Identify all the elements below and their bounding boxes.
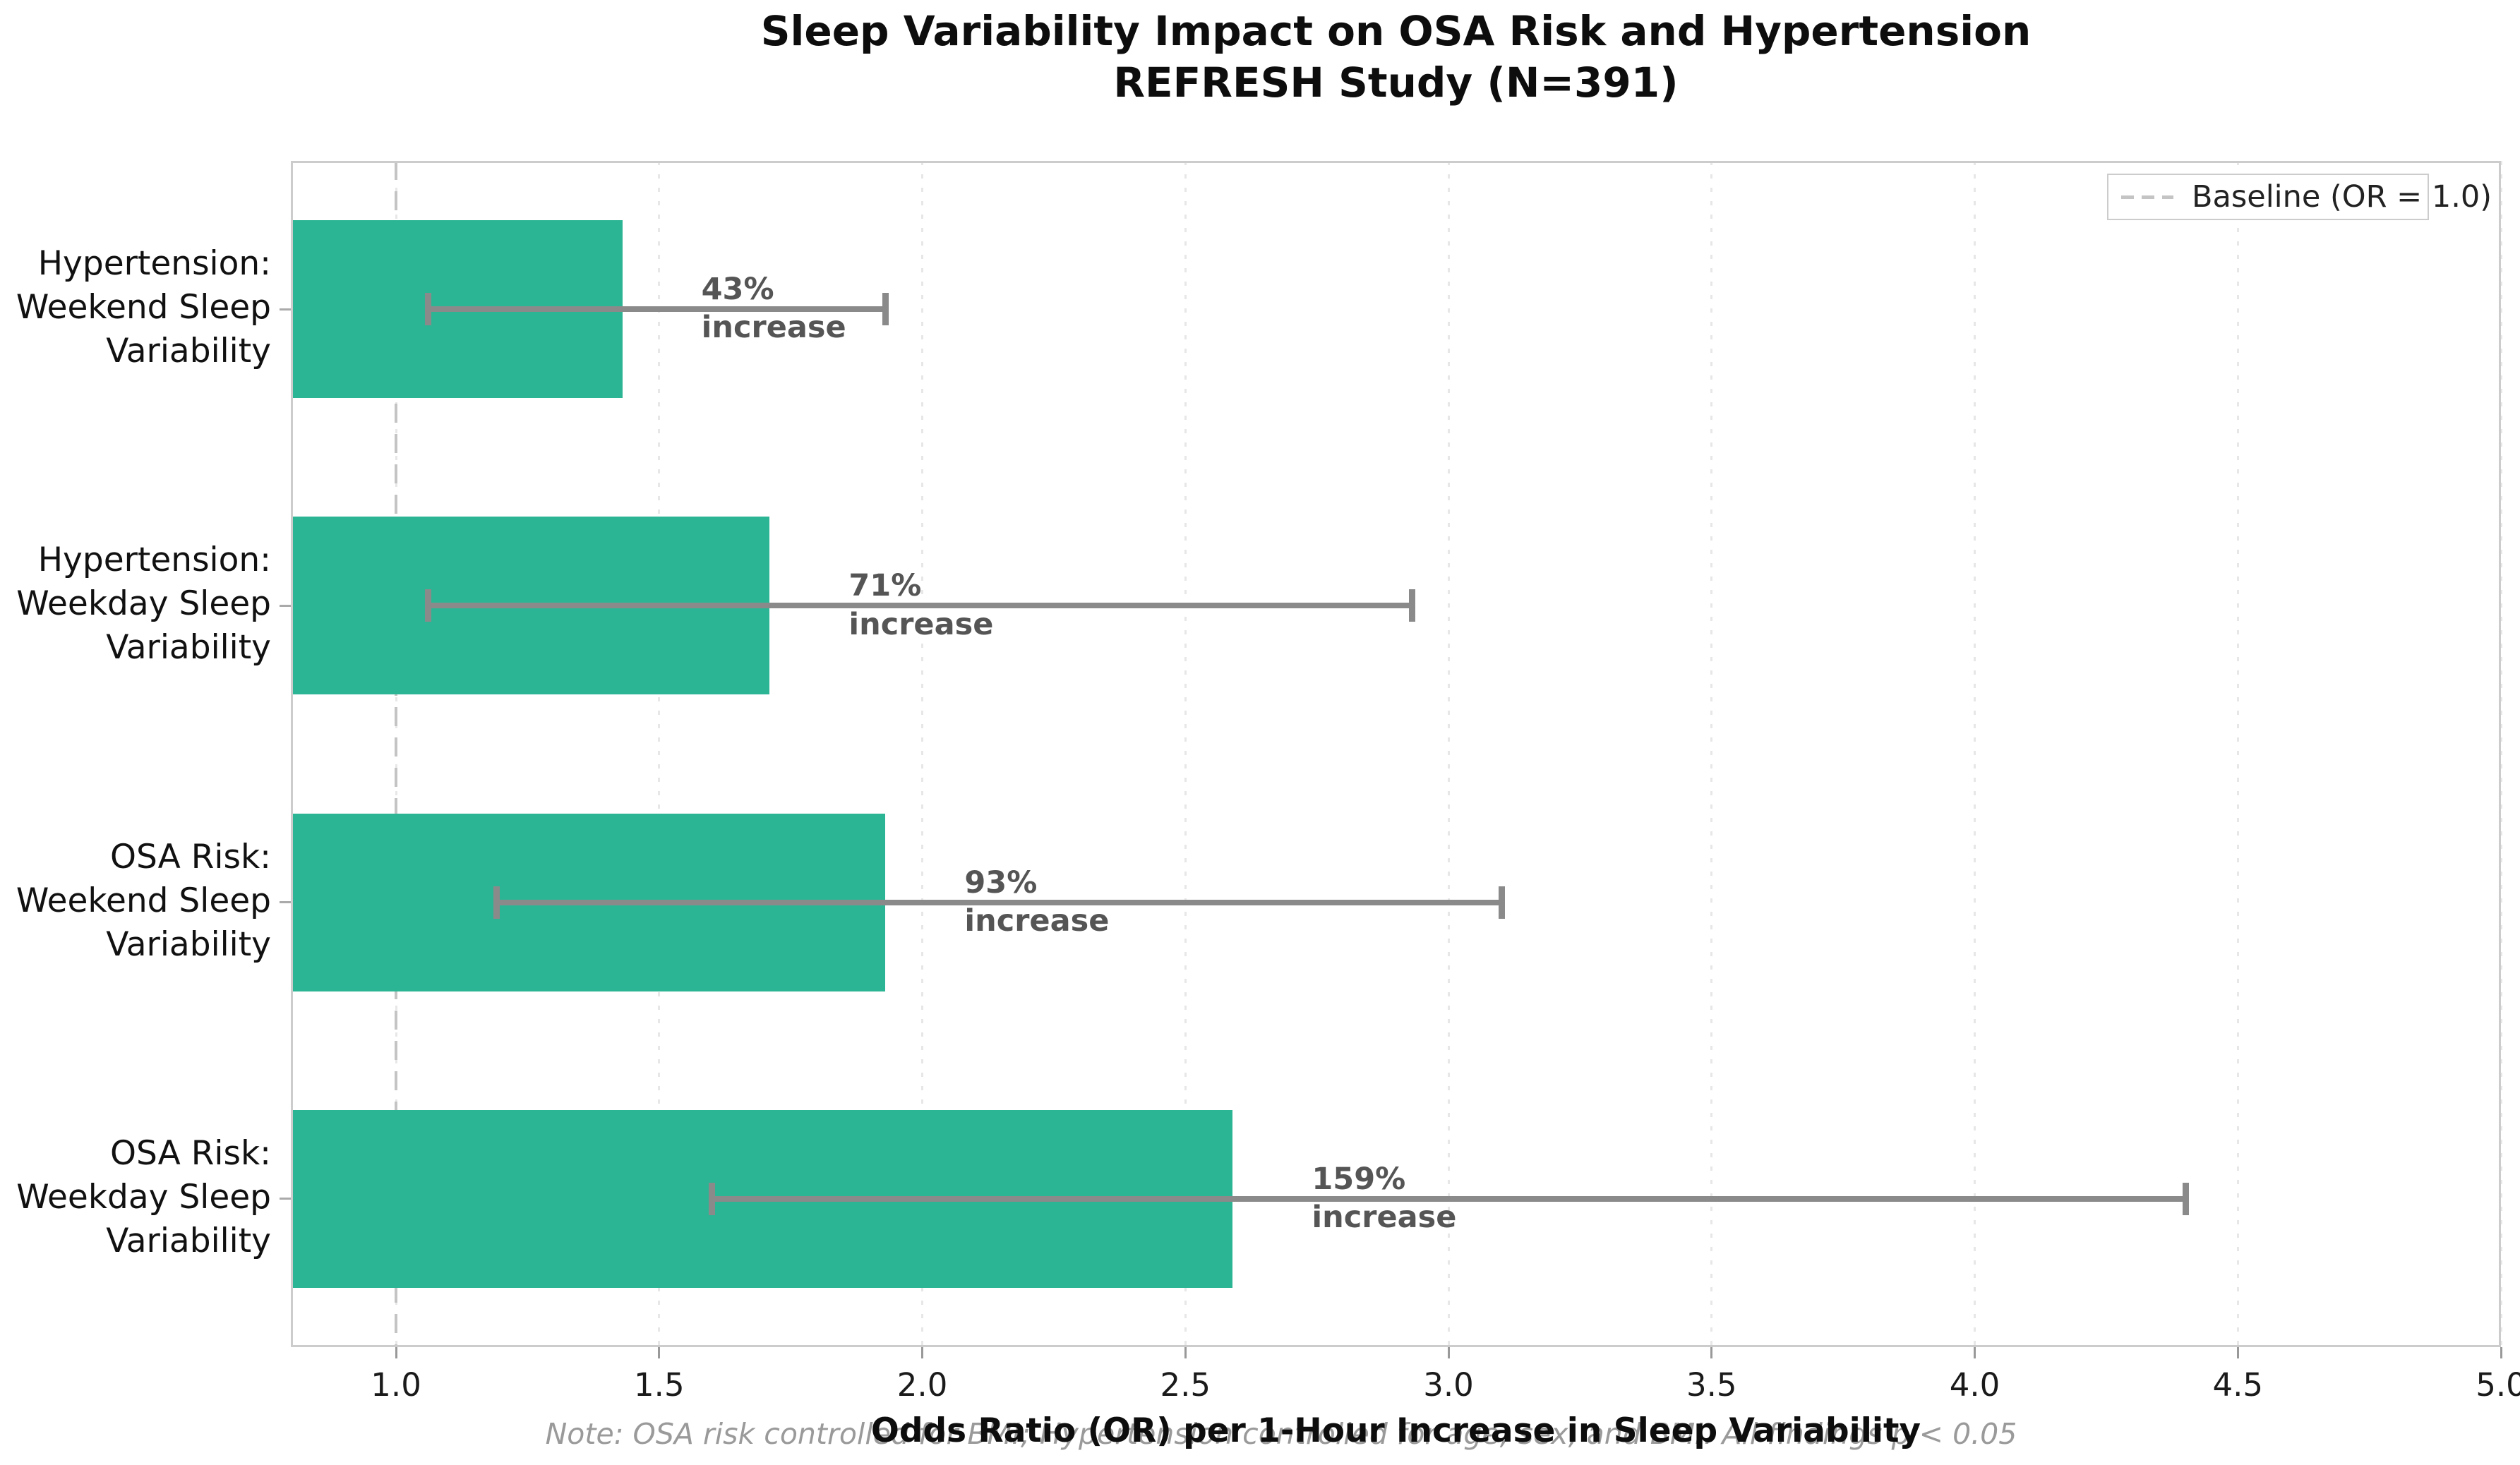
gridline (1184, 161, 1187, 1347)
gridline (1974, 161, 1976, 1347)
x-axis-tick (395, 1347, 397, 1358)
category-label: Hypertension: Weekday Sleep Variability (16, 541, 271, 668)
legend: Baseline (OR = 1.0) (2107, 174, 2492, 220)
x-tick-label: 1.0 (371, 1366, 421, 1404)
error-bar-cap (2182, 1182, 2189, 1215)
error-bar-cap (882, 293, 889, 326)
gridline (2236, 161, 2239, 1347)
gridline (1710, 161, 1713, 1347)
error-bar-cap (424, 589, 431, 622)
error-bar (712, 1195, 2185, 1202)
y-axis-tick (280, 901, 291, 904)
gridline (921, 161, 924, 1347)
error-bar (496, 899, 1501, 905)
error-bar-cap (709, 1182, 716, 1215)
x-tick-label: 4.0 (1949, 1366, 2000, 1404)
error-bar (427, 603, 1412, 609)
category-label: OSA Risk: Weekend Sleep Variability (16, 837, 271, 964)
chart-title: Sleep Variability Impact on OSA Risk and… (760, 7, 2032, 107)
bar-annotation: 43% increase (701, 272, 846, 346)
bar-annotation: 71% increase (848, 568, 994, 642)
error-bar-cap (493, 886, 500, 919)
x-axis-tick (1447, 1347, 1450, 1358)
error-bar-cap (424, 293, 431, 326)
baseline-dashed-line (395, 161, 398, 1347)
legend-label: Baseline (OR = 1.0) (2192, 179, 2492, 215)
x-tick-label: 1.5 (634, 1366, 685, 1404)
x-tick-label: 3.5 (1686, 1366, 1737, 1404)
x-axis-tick (1184, 1347, 1187, 1358)
x-axis-tick (658, 1347, 661, 1358)
gridline (658, 161, 661, 1347)
y-axis-tick (280, 604, 291, 607)
category-label: Hypertension: Weekend Sleep Variability (16, 244, 271, 371)
x-axis-tick (2500, 1347, 2502, 1358)
x-axis-label: Odds Ratio (OR) per 1-Hour Increase in S… (870, 1411, 1921, 1450)
x-tick-label: 4.5 (2212, 1366, 2264, 1404)
bar-annotation: 93% increase (964, 864, 1110, 939)
error-bar-cap (1498, 886, 1505, 919)
y-axis-tick (280, 1198, 291, 1200)
error-bar-cap (1408, 589, 1415, 622)
x-tick-label: 3.0 (1423, 1366, 1474, 1404)
legend-dashed-line-icon (2121, 195, 2173, 199)
x-axis-tick (1710, 1347, 1713, 1358)
x-tick-label: 2.5 (1160, 1366, 1211, 1404)
category-label: OSA Risk: Weekday Sleep Variability (16, 1133, 271, 1260)
y-axis-tick (280, 308, 291, 311)
x-axis-tick (2236, 1347, 2239, 1358)
gridline (1447, 161, 1450, 1347)
x-axis-tick (1974, 1347, 1976, 1358)
x-tick-label: 5.0 (2476, 1366, 2520, 1404)
gridline (2500, 161, 2502, 1347)
bar-annotation: 159% increase (1312, 1161, 1457, 1236)
x-axis-tick (921, 1347, 924, 1358)
error-bar (427, 306, 886, 313)
footnote: Note: OSA risk controlled for BMI; Hyper… (545, 1417, 2017, 1451)
x-tick-label: 2.0 (896, 1366, 948, 1404)
